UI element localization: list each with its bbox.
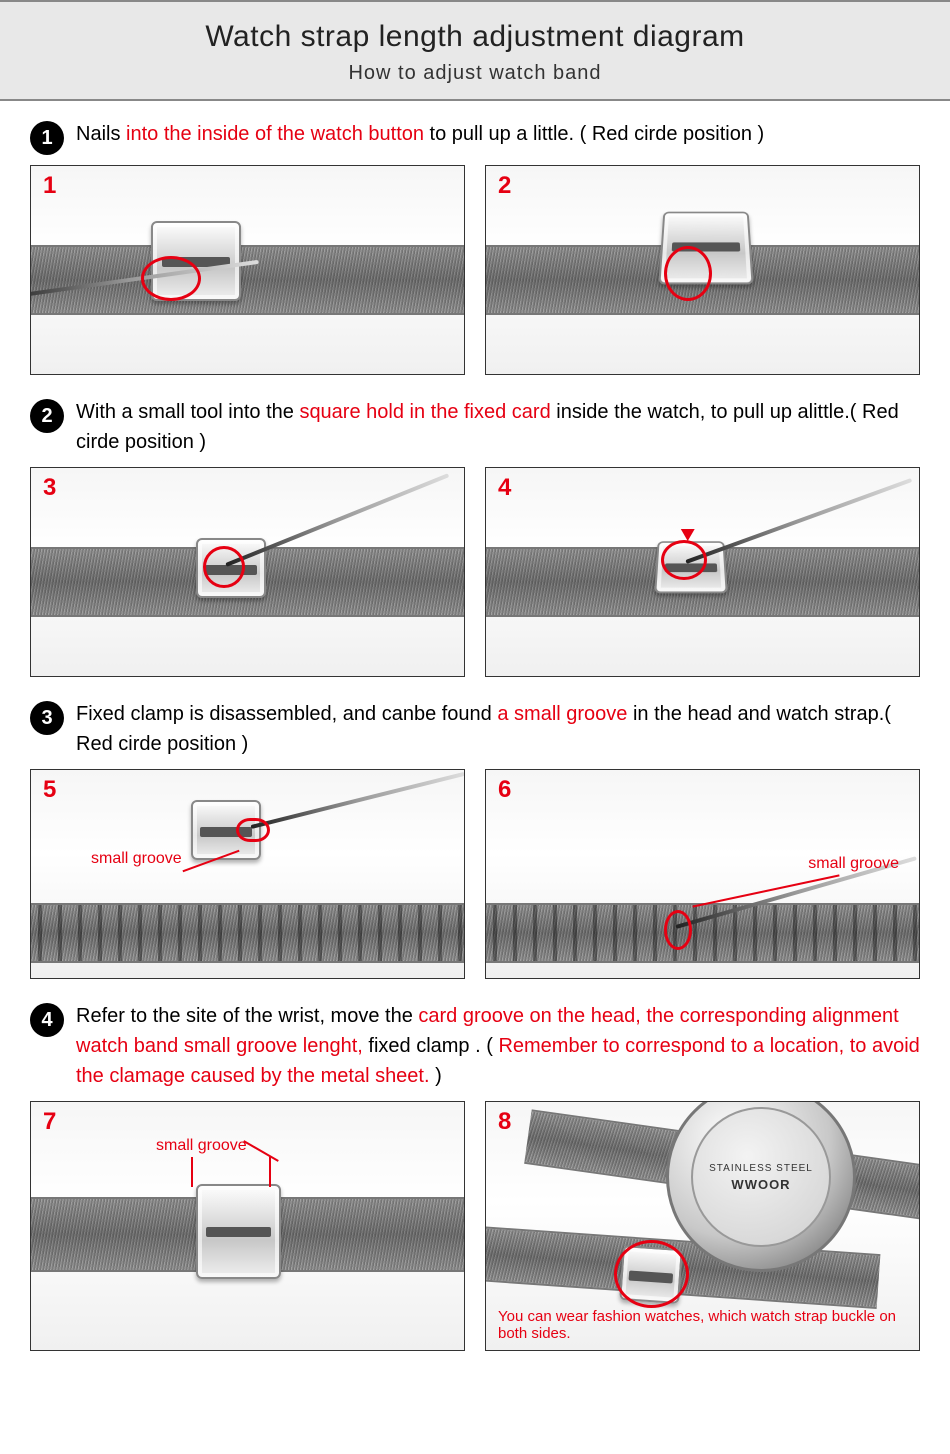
mesh-band-notched (485, 903, 920, 963)
red-circle (664, 910, 692, 950)
step-3-images: 5 small groove 6 small groove (30, 769, 920, 979)
step-1: 1 Nails into the inside of the watch but… (30, 119, 920, 155)
step-4: 4 Refer to the site of the wrist, move t… (30, 1001, 920, 1091)
step-image-1: 1 (30, 165, 465, 375)
red-line (191, 1157, 193, 1187)
step-text: Fixed clamp is disassembled, and canbe f… (76, 699, 920, 759)
step-image-3: 3 (30, 467, 465, 677)
step-text: Nails into the inside of the watch butto… (76, 119, 764, 149)
red-circle (236, 818, 270, 842)
step-text: Refer to the site of the wrist, move the… (76, 1001, 920, 1091)
content: 1 Nails into the inside of the watch but… (0, 101, 950, 1351)
step-badge: 4 (30, 1003, 64, 1037)
step-badge: 2 (30, 399, 64, 433)
step-image-7: 7 small groove (30, 1101, 465, 1351)
page-title: Watch strap length adjustment diagram (0, 20, 950, 54)
page-subtitle: How to adjust watch band (0, 62, 950, 85)
red-circle (664, 246, 712, 301)
clasp (196, 1184, 281, 1279)
step-image-4: 4 (485, 467, 920, 677)
watch-back-text: STAINLESS STEEL WWOOR (669, 1101, 853, 1269)
red-circle (141, 256, 201, 301)
mesh-band (30, 245, 465, 315)
step-image-5: 5 small groove (30, 769, 465, 979)
step-badge: 3 (30, 701, 64, 735)
final-caption: You can wear fashion watches, which watc… (498, 1308, 907, 1342)
red-circle (203, 546, 245, 588)
annotation-label: small groove (156, 1137, 247, 1155)
step-image-6: 6 small groove (485, 769, 920, 979)
step-image-8: 8 STAINLESS STEEL WWOOR You can wear fas… (485, 1101, 920, 1351)
step-4-images: 7 small groove 8 STAINLESS STEEL WWOOR Y… (30, 1101, 920, 1351)
annotation-label: small groove (808, 855, 899, 873)
tool (251, 772, 465, 829)
red-line (269, 1157, 271, 1187)
step-badge: 1 (30, 121, 64, 155)
red-line (243, 1140, 279, 1162)
watch-back: STAINLESS STEEL WWOOR (666, 1101, 856, 1272)
annotation-label: small groove (91, 850, 182, 868)
step-3: 3 Fixed clamp is disassembled, and canbe… (30, 699, 920, 759)
step-image-2: 2 (485, 165, 920, 375)
red-arrow (677, 523, 694, 541)
red-circle (661, 540, 707, 580)
step-2-images: 3 4 (30, 467, 920, 677)
header: Watch strap length adjustment diagram Ho… (0, 0, 950, 101)
step-text: With a small tool into the square hold i… (76, 397, 920, 457)
mesh-band-notched (30, 903, 465, 963)
step-2: 2 With a small tool into the square hold… (30, 397, 920, 457)
red-circle (614, 1240, 689, 1308)
step-1-images: 1 2 (30, 165, 920, 375)
